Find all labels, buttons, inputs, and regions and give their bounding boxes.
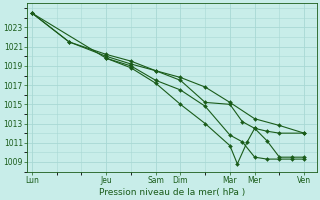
X-axis label: Pression niveau de la mer( hPa ): Pression niveau de la mer( hPa ) (99, 188, 245, 197)
